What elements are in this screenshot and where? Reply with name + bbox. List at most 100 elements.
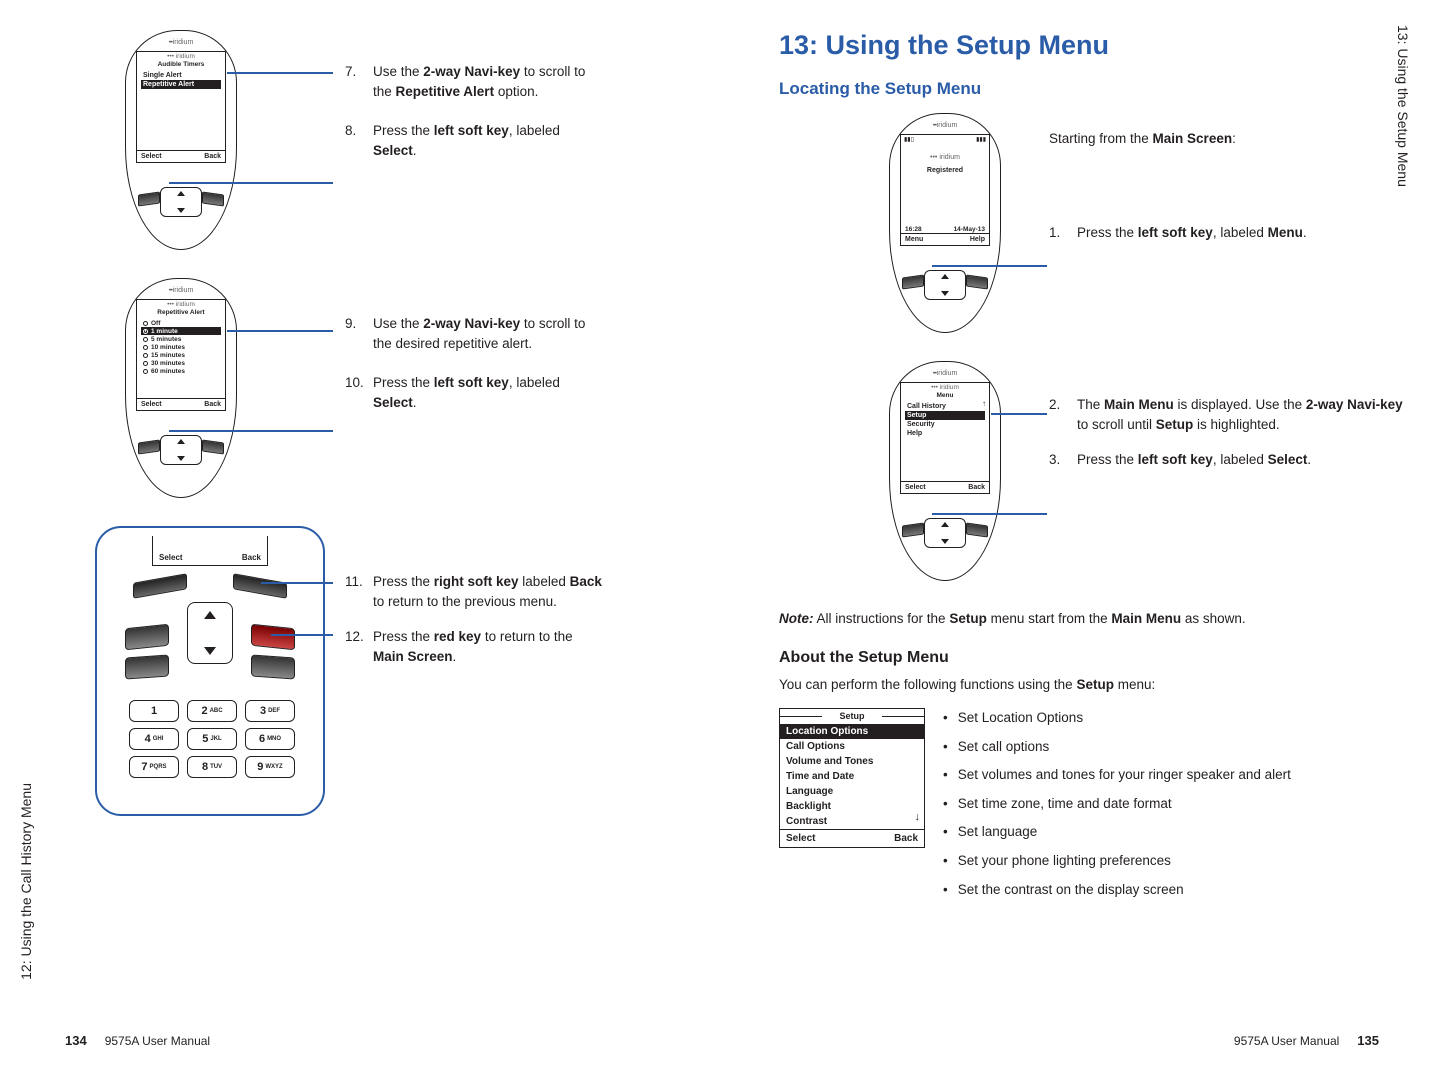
softkey-right: Back: [242, 553, 261, 562]
signal-icon: ▮▮▯: [904, 136, 914, 143]
screen-brand: ••• iridium: [137, 52, 225, 60]
screen-content: Single Alert Repetitive Alert: [137, 69, 225, 150]
phone-audible-timers: iridium ••• iridium Audible Timers Singl…: [125, 30, 237, 250]
step-number: 3.: [1049, 450, 1069, 470]
radio-icon: [143, 369, 148, 374]
phone-screen-menu: ••• iridium Menu Call History Setup Secu…: [900, 382, 990, 494]
radio-item: 15 minutes: [141, 351, 221, 359]
right-soft-key-button: [966, 522, 988, 537]
screen-brand: ••• iridium: [901, 383, 989, 391]
right-soft-key-button: [966, 274, 988, 289]
list-item: Set Location Options: [943, 708, 1379, 728]
right-soft-key-button: [202, 439, 224, 454]
right-step-block-2: 2. The Main Menu is displayed. Use the 2…: [1049, 395, 1409, 484]
step-1: 1. Press the left soft key, labeled Menu…: [1049, 223, 1389, 243]
closeup-left-soft-key: [133, 573, 187, 599]
figure-audible-timers-row: iridium ••• iridium Audible Timers Singl…: [65, 30, 664, 260]
closeup-red-key: [251, 624, 295, 651]
step-8: 8. Press the left soft key, labeled Sele…: [345, 121, 605, 160]
softkeys: Select Back: [901, 481, 989, 493]
radio-icon: [143, 321, 148, 326]
status-bar: ▮▮▯ ▮▮▮: [901, 135, 989, 144]
screen-title: Menu: [901, 391, 989, 400]
callout-line: [227, 72, 333, 74]
note-label: Note:: [779, 611, 814, 626]
screen-brand: ••• iridium: [137, 300, 225, 308]
softkey-right: Back: [894, 833, 918, 844]
steps-9-10: 9. Use the 2-way Navi-key to scroll to t…: [345, 308, 605, 426]
left-soft-key-button: [902, 522, 924, 537]
softkeys: Select Back: [137, 150, 225, 162]
step-text: Use the 2-way Navi-key to scroll to the …: [373, 314, 605, 353]
steps-7-8: 7. Use the 2-way Navi-key to scroll to t…: [345, 56, 605, 174]
setup-option: Volume and Tones: [780, 754, 924, 769]
step-12: 12. Press the red key to return to the M…: [345, 627, 605, 666]
left-side-tab: 12: Using the Call History Menu: [18, 783, 34, 980]
radio-item: 60 minutes: [141, 367, 221, 375]
footer-right: 9575A User Manual 135: [1234, 1033, 1379, 1048]
step-number: 2.: [1049, 395, 1069, 434]
radio-icon: [143, 345, 148, 350]
figure-keypad-closeup-row: Select Back 1 2ABC 3DEF 4GHI 5JKL 6MNO 7…: [65, 526, 664, 846]
setup-option: Contrast: [780, 814, 924, 829]
page-number: 135: [1357, 1033, 1379, 1048]
step-7: 7. Use the 2-way Navi-key to scroll to t…: [345, 62, 605, 101]
setup-option: Call Options: [780, 739, 924, 754]
closeup-side-button: [251, 654, 295, 679]
step-text: Press the red key to return to the Main …: [373, 627, 605, 666]
callout-line: [169, 182, 333, 184]
menu-item: Call History: [905, 402, 985, 411]
menu-item: Help: [905, 429, 985, 438]
figure-main-menu-row: iridium ••• iridium Menu Call History Se…: [779, 361, 1379, 591]
radio-item: 10 minutes: [141, 343, 221, 351]
softkey-left: Select: [141, 153, 162, 160]
callout-line: [991, 413, 1047, 415]
callout-line: [932, 513, 1047, 515]
callout-line: [169, 430, 333, 432]
phone-brand: iridium: [126, 287, 236, 294]
navi-key: [924, 270, 966, 300]
step-text: Press the left soft key, labeled Menu.: [1077, 223, 1389, 243]
step-number: 8.: [345, 121, 365, 160]
step-11: 11. Press the right soft key labeled Bac…: [345, 572, 605, 611]
setup-menu-block: Setup Location Options Call Options Volu…: [779, 708, 1379, 908]
scroll-down-icon: ↓: [915, 811, 921, 823]
left-soft-key-button: [902, 274, 924, 289]
closeup-green-key: [125, 624, 169, 651]
left-soft-key-button: [138, 191, 160, 206]
menu-item-highlighted: Repetitive Alert: [141, 80, 221, 89]
nav-up-icon: [204, 611, 216, 619]
step-text: Press the right soft key labeled Back to…: [373, 572, 605, 611]
callout-line: [271, 634, 333, 636]
list-item: Set volumes and tones for your ringer sp…: [943, 765, 1379, 785]
softkey-left: Select: [786, 833, 815, 844]
navi-key: [160, 435, 202, 465]
softkey-left: Menu: [905, 236, 923, 243]
menu-item: Security: [905, 420, 985, 429]
navi-key: [160, 187, 202, 217]
radio-item: Off: [141, 319, 221, 327]
softkeys: Select Back: [137, 398, 225, 410]
step-number: 9.: [345, 314, 365, 353]
chapter-title: 13: Using the Setup Menu: [779, 30, 1379, 61]
step-number: 1.: [1049, 223, 1069, 243]
setup-screen-box: Setup Location Options Call Options Volu…: [779, 708, 925, 848]
step-number: 7.: [345, 62, 365, 101]
radio-icon: [143, 337, 148, 342]
manual-title: 9575A User Manual: [105, 1034, 210, 1048]
section-heading-about: About the Setup Menu: [779, 649, 1379, 667]
section-heading: Locating the Setup Menu: [779, 79, 1379, 99]
menu-item: Single Alert: [141, 71, 221, 80]
phone-brand: iridium: [126, 39, 236, 46]
page-135: 13: Using the Setup Menu 13: Using the S…: [714, 0, 1429, 1070]
list-item: Set language: [943, 822, 1379, 842]
right-step-block-1: Starting from the Main Screen: 1. Press …: [1049, 129, 1389, 256]
step-number: 11.: [345, 572, 365, 611]
date-text: 14-May-13: [954, 226, 985, 233]
screen-content: Call History Setup Security Help ↑: [901, 400, 989, 481]
screen-brand-large: ••• iridium: [901, 154, 989, 161]
note-paragraph: Note: All instructions for the Setup men…: [779, 609, 1379, 629]
keypad-1: 1: [129, 700, 179, 722]
keypad-2: 2ABC: [187, 700, 237, 722]
keypad-4: 4GHI: [129, 728, 179, 750]
